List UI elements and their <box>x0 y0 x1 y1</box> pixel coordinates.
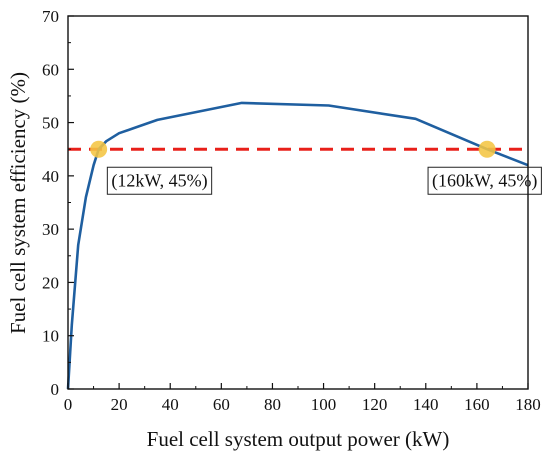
efficiency-series-line <box>66 101 529 390</box>
x-tick-label: 0 <box>64 395 73 414</box>
y-tick-label: 0 <box>51 380 60 399</box>
y-tick-label: 30 <box>42 220 59 239</box>
highlight-point <box>90 140 108 158</box>
x-tick-label: 140 <box>413 395 439 414</box>
annotation-label: (160kW, 45%) <box>432 170 537 191</box>
x-tick-label: 20 <box>111 395 128 414</box>
x-tick-label: 40 <box>162 395 179 414</box>
x-tick-label: 180 <box>515 395 541 414</box>
annotation-box <box>106 166 213 195</box>
plot-frame <box>67 15 529 390</box>
y-axis-title: Fuel cell system efficiency (%) <box>6 72 30 334</box>
x-tick-label: 160 <box>464 395 490 414</box>
annotation-box <box>427 166 542 195</box>
x-axis-title: Fuel cell system output power (kW) <box>147 427 450 451</box>
x-tick-label: 80 <box>264 395 281 414</box>
y-tick-label: 40 <box>42 167 59 186</box>
y-tick-label: 10 <box>42 327 59 346</box>
annotation-callout: (160kW, 45%) <box>427 166 542 195</box>
x-tick-label: 120 <box>362 395 388 414</box>
y-tick-label: 60 <box>42 60 59 79</box>
y-tick-label: 20 <box>42 273 59 292</box>
y-tick-label: 70 <box>42 7 59 26</box>
annotation-label: (12kW, 45%) <box>111 170 207 191</box>
annotation-callout: (12kW, 45%) <box>106 166 213 195</box>
highlight-point <box>478 140 496 158</box>
x-tick-label: 60 <box>213 395 230 414</box>
y-tick-label: 50 <box>42 114 59 133</box>
x-tick-label: 100 <box>311 395 337 414</box>
